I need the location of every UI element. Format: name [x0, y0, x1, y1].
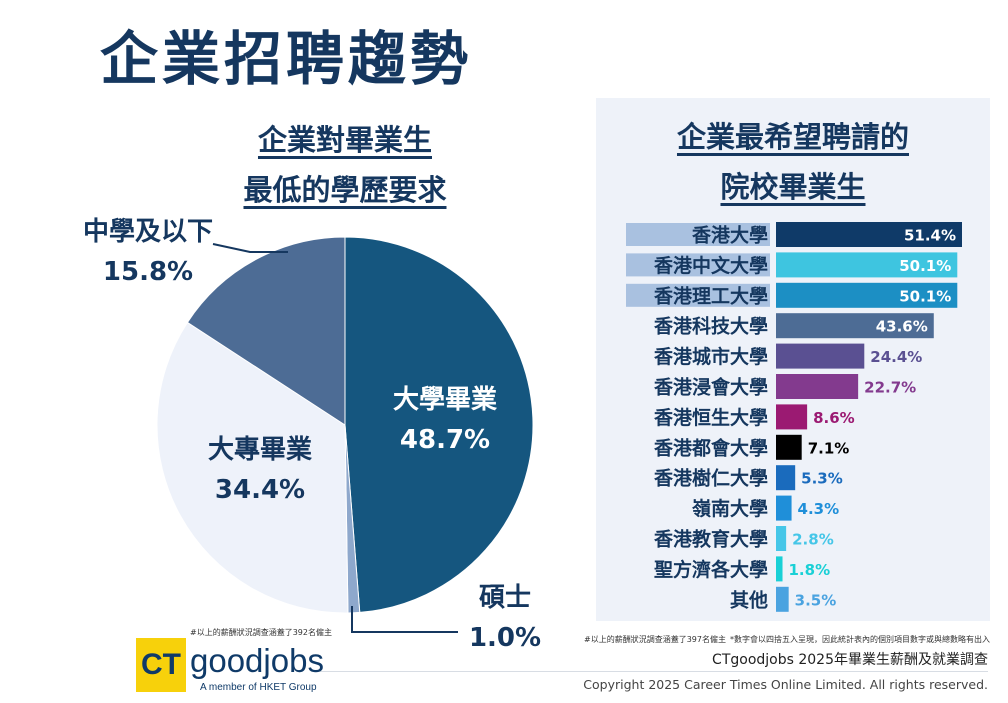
logo-ct: CT [136, 638, 186, 692]
bar [776, 282, 958, 308]
bar-title-line2: 院校畢業生 [720, 170, 866, 204]
footer-divider [320, 671, 988, 672]
bar-category-label: 香港樹仁大學 [653, 467, 768, 490]
bar-category-label: 香港教育大學 [653, 528, 768, 551]
bar-label-highlight [626, 253, 770, 277]
bar-title-line1: 企業最希望聘請的 [676, 120, 909, 154]
bar-value-label: 24.4% [870, 348, 922, 366]
bar [776, 526, 787, 551]
bar-footnote: #以上的薪酬狀況調查涵蓋了397名僱主 [584, 635, 726, 644]
pie-label-diploma: 大專畢業 34.4% [185, 430, 335, 510]
leader-line-secondary [212, 243, 288, 253]
bar-category-label: 香港理工大學 [653, 284, 768, 307]
copyright: Copyright 2025 Career Times Online Limit… [583, 677, 988, 692]
pie-label-master-value: 1.0% [468, 623, 542, 653]
bar [776, 222, 962, 247]
pie-slice-diploma [156, 321, 349, 614]
logo-name: goodjobs [190, 642, 324, 679]
bar-category-label: 香港恒生大學 [653, 406, 768, 429]
pie-title-line2: 最低的學歷要求 [243, 173, 447, 207]
pie-label-secondary-name: 中學及以下 [82, 217, 213, 247]
bar [776, 252, 958, 278]
bar-value-label: 5.3% [801, 470, 843, 488]
pie-label-university: 大學畢業 48.7% [360, 380, 530, 460]
bar-category-label: 嶺南大學 [691, 497, 768, 520]
rounding-footnote: *數字會以四捨五入呈現，因此統計表內的個別項目數字或與總數略有出入 [730, 635, 990, 644]
bar [776, 586, 789, 612]
bar-chart: 香港大學 51.4% 香港中文大學 50.1% 香港理工大學 50.1% 香港科技大學 43.… [626, 222, 962, 612]
bar [776, 495, 792, 521]
bar-value-label: 1.8% [789, 561, 831, 579]
bar-label-highlight [626, 283, 770, 307]
bar [776, 465, 796, 491]
bar-value-label: 2.8% [792, 531, 834, 549]
pie-chart-title: 企業對畢業生 最低的學歷要求 [180, 115, 510, 215]
pie-label-master-name: 碩士 [478, 583, 531, 613]
bar-label-highlight [626, 223, 770, 246]
pie-label-university-name: 大學畢業 [392, 385, 497, 415]
bar-value-label: 50.1% [899, 257, 951, 275]
pie-slice-university [344, 236, 534, 613]
pie-footnote: #以上的薪酬狀況調查涵蓋了392名僱主 [190, 628, 332, 637]
bar-category-label: 聖方濟各大學 [654, 558, 768, 581]
bar-category-label: 香港城市大學 [653, 345, 768, 368]
pie-title-line1: 企業對畢業生 [257, 123, 432, 157]
bar-category-label: 其他 [730, 588, 768, 611]
bar-value-label: 7.1% [808, 439, 850, 457]
bar-category-label: 香港浸會大學 [653, 376, 768, 399]
pie-label-master: 碩士 1.0% [455, 578, 555, 658]
pie-label-secondary-value: 15.8% [102, 257, 194, 287]
bar-category-label: 香港都會大學 [653, 436, 768, 459]
bar-value-label: 22.7% [864, 379, 916, 397]
bar-value-label: 8.6% [813, 409, 855, 427]
bar-category-label: 香港中文大學 [653, 254, 768, 277]
bar-value-label: 4.3% [798, 500, 840, 518]
pie-label-secondary: 中學及以下 15.8% [58, 212, 238, 292]
logo-tagline: A member of HKET Group [200, 682, 317, 693]
bar [776, 556, 783, 582]
bar [776, 343, 865, 369]
bar-value-label: 51.4% [904, 227, 956, 245]
bar [776, 434, 802, 460]
bar [776, 313, 934, 339]
pie-label-diploma-value: 34.4% [214, 475, 306, 505]
pie-chart [156, 236, 534, 633]
bar-category-label: 香港科技大學 [653, 315, 768, 338]
pie-label-university-value: 48.7% [399, 425, 491, 455]
bar-value-label: 43.6% [876, 318, 928, 336]
bar-value-label: 50.1% [899, 287, 951, 305]
bar-value-label: 3.5% [795, 591, 837, 609]
survey-name: CTgoodjobs 2025年畢業生薪酬及就業調查 [712, 652, 988, 668]
bar [776, 404, 808, 430]
pie-label-diploma-name: 大專畢業 [207, 435, 312, 465]
bar-category-label: 香港大學 [691, 224, 768, 247]
pie-slice-secondary [186, 236, 346, 426]
leader-line-master [351, 606, 458, 633]
bar-chart-title: 企業最希望聘請的 院校畢業生 [596, 112, 990, 212]
bar [776, 374, 859, 399]
page-title: 企業招聘趨勢 [100, 25, 473, 93]
